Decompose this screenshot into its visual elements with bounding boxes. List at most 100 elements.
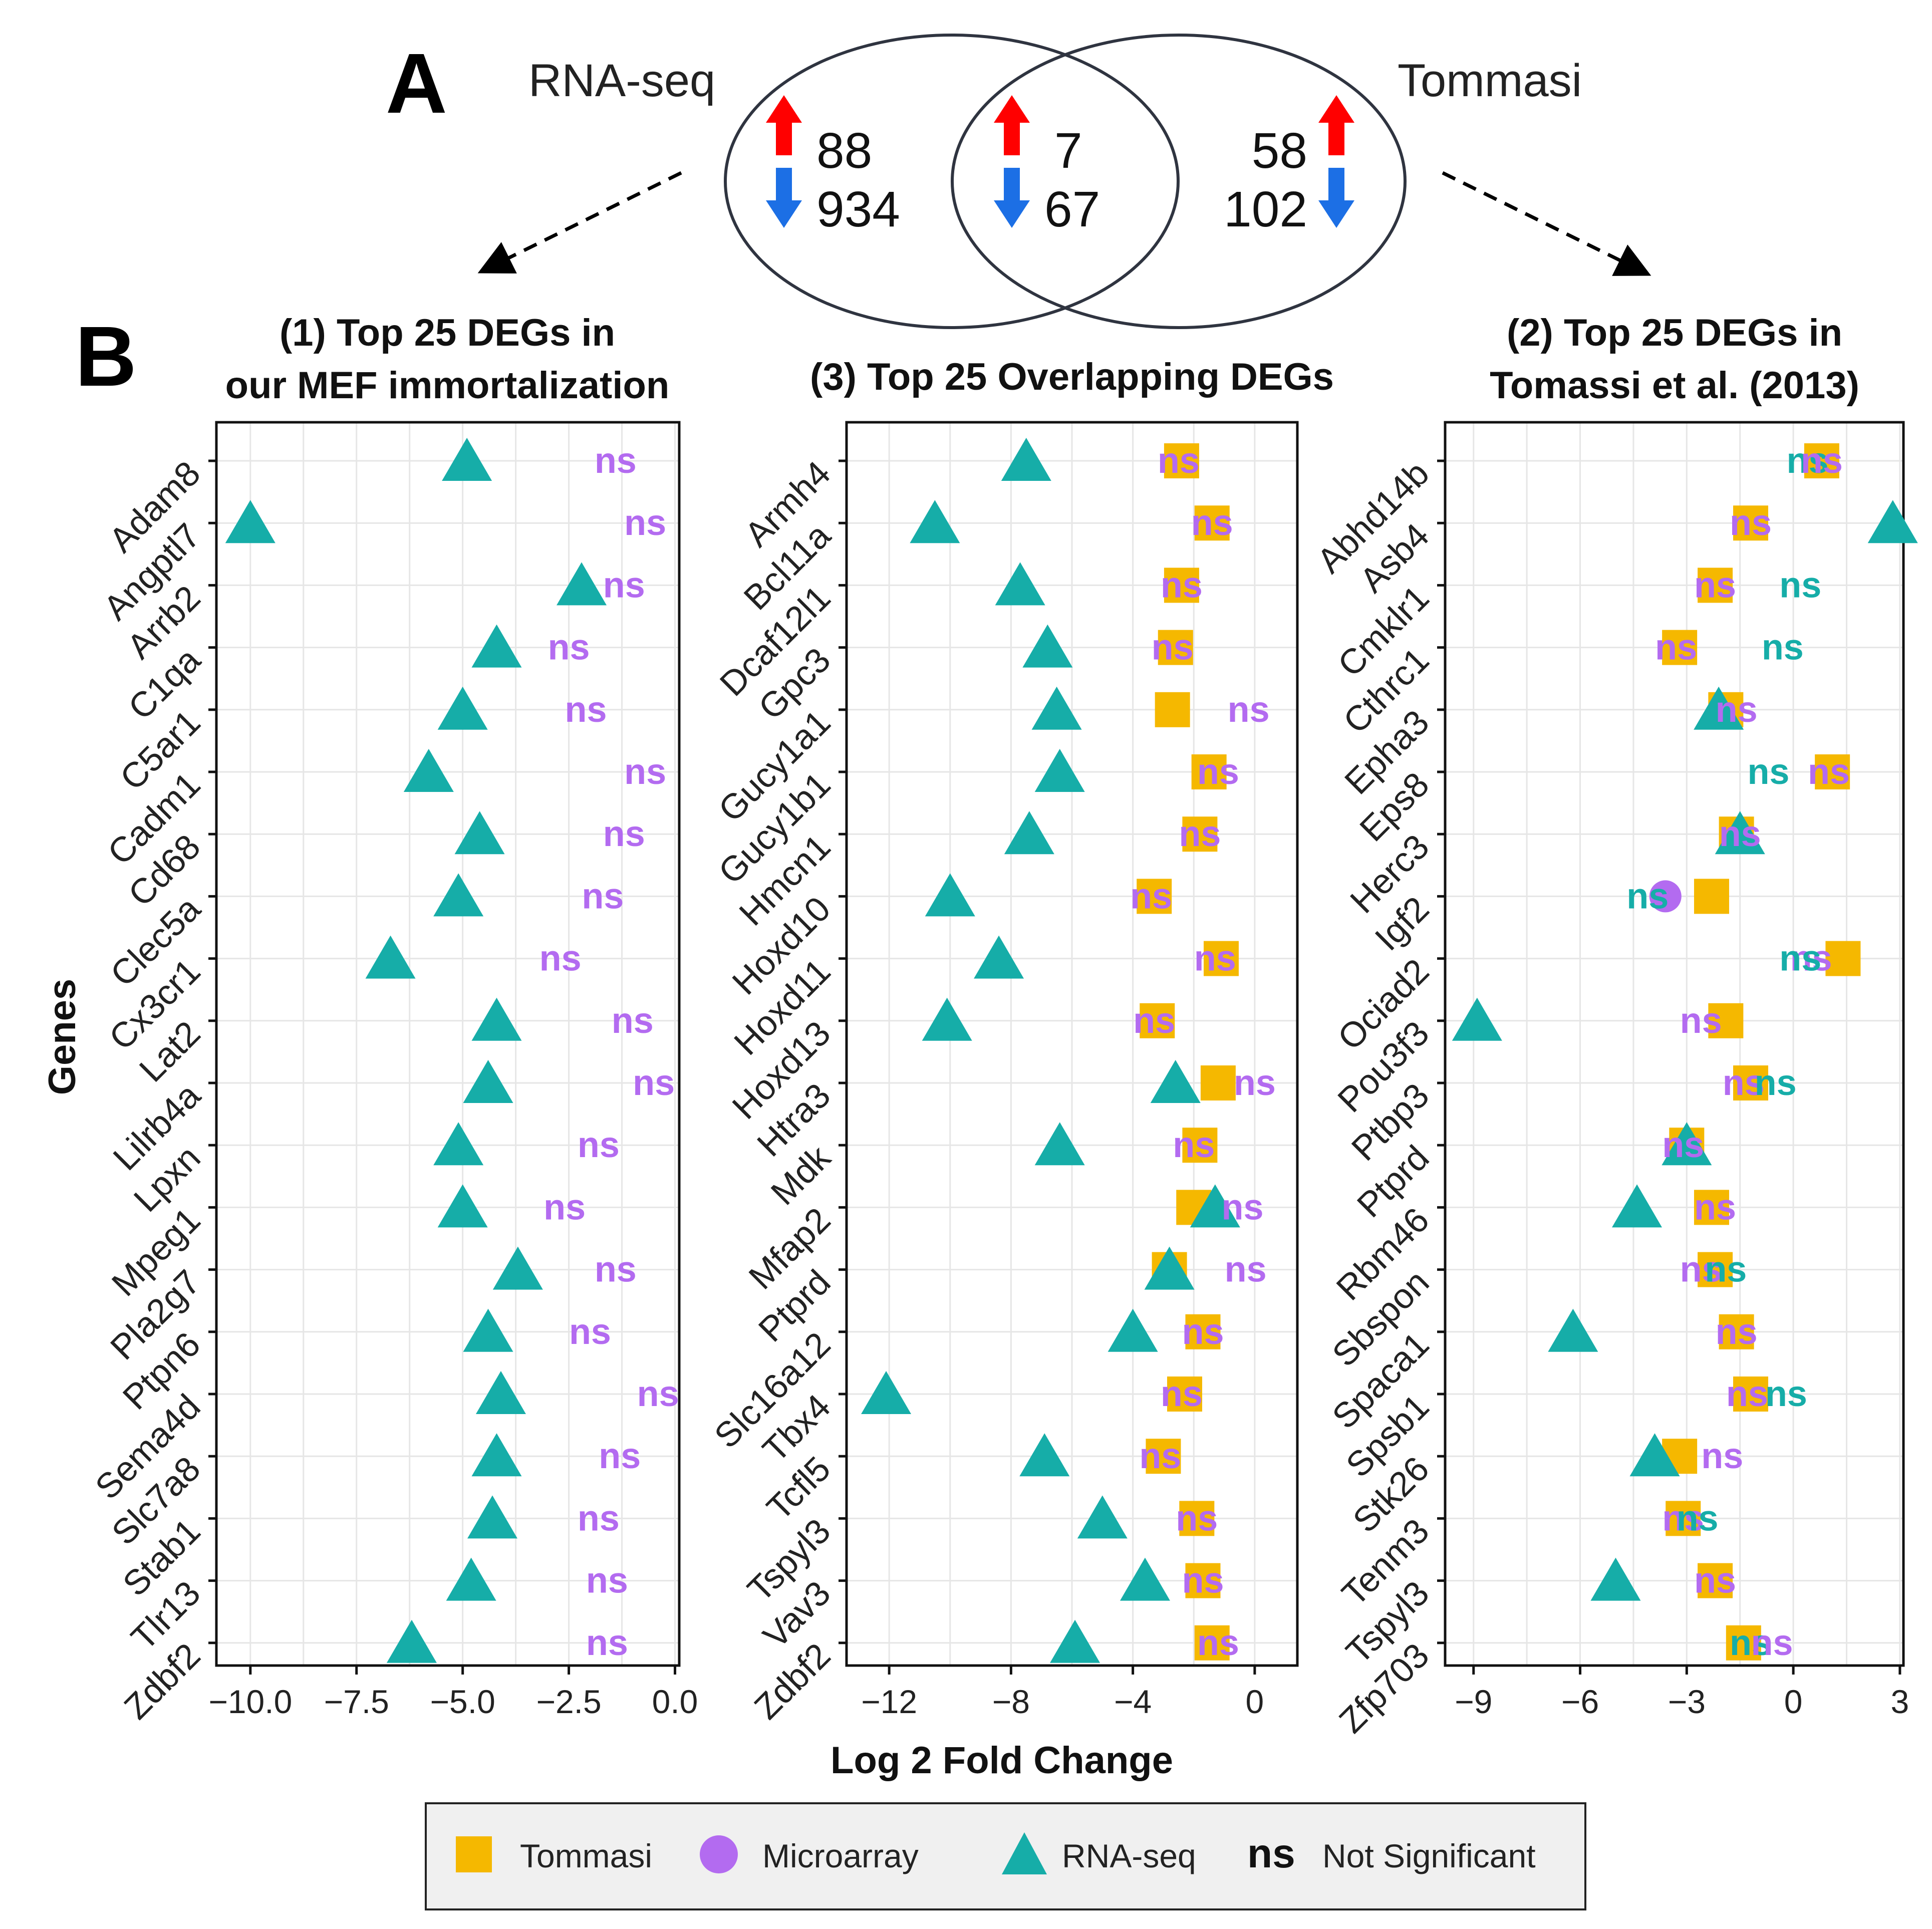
rnaseq-point [995, 562, 1045, 606]
rnaseq-point [1452, 997, 1502, 1041]
legend: Tommasi Microarray RNA-seq ns Not Signif… [425, 1802, 1586, 1910]
ns-label: ns [624, 503, 666, 543]
ns-label: ns [1801, 441, 1843, 481]
down-arrow-icon [1318, 168, 1354, 228]
rnaseq-point [1022, 624, 1073, 668]
rnaseq-point [1629, 1433, 1680, 1477]
ns-label: ns [624, 752, 666, 792]
ns-label: ns [539, 939, 582, 979]
chart-title-line1: (1) Top 25 DEGs in [280, 312, 615, 354]
gene-label: Zdbf2 [747, 1635, 838, 1727]
venn-right-down-count: 102 [1224, 181, 1307, 237]
tommasi-point [1719, 1314, 1754, 1349]
ns-label: ns [1779, 939, 1821, 979]
tommasi-point [1203, 941, 1239, 976]
rnaseq-point [471, 997, 522, 1041]
chart-title-line2: Tomassi et al. (2013) [1490, 364, 1859, 407]
tommasi-point [1158, 630, 1193, 665]
tommasi-point [1733, 1065, 1768, 1100]
ns-label: ns [578, 1498, 620, 1538]
ns-label: ns [603, 814, 645, 854]
ns-label: ns [1179, 814, 1221, 854]
ns-label: ns [1730, 1623, 1772, 1663]
rnaseq-point [861, 1371, 912, 1414]
chart-title-line1: (3) Top 25 Overlapping DEGs [810, 356, 1334, 398]
rnaseq-point [471, 624, 522, 668]
ns-label: ns [1677, 1498, 1719, 1538]
rnaseq-point [471, 1433, 522, 1477]
legend-rnaseq-label: RNA-seq [1062, 1837, 1196, 1874]
rnaseq-point [225, 500, 275, 543]
tommasi-point [1179, 1501, 1215, 1536]
rnaseq-point [454, 811, 505, 855]
ns-label: ns [1234, 1063, 1276, 1103]
ns-label: ns [1662, 1498, 1704, 1538]
ns-label: ns [1730, 503, 1772, 543]
rnaseq-point [1715, 811, 1765, 855]
tommasi-point [1708, 1003, 1744, 1038]
microarray-point [1649, 880, 1682, 913]
ns-label: ns [1765, 1374, 1807, 1414]
ns-label: ns [578, 1125, 620, 1165]
ns-label: ns [565, 690, 607, 730]
tommasi-point [1698, 568, 1733, 603]
ns-label: ns [1694, 1187, 1736, 1227]
chart-title-line2: our MEF immortalization [225, 364, 670, 407]
tommasi-point [1815, 754, 1850, 789]
tommasi-point [1662, 630, 1698, 665]
tommasi-point [1182, 1128, 1218, 1163]
venn-left-up-count: 88 [816, 123, 872, 179]
rnaseq-point [910, 500, 960, 543]
rnaseq-point [433, 873, 484, 917]
tommasi-point [1164, 568, 1199, 603]
legend-tommasi-square [456, 1836, 492, 1872]
x-tick-label: 0 [1246, 1683, 1264, 1720]
x-tick-label: −5.0 [430, 1683, 495, 1720]
ns-label: ns [582, 876, 624, 916]
ns-label: ns [1723, 1063, 1765, 1103]
ns-label: ns [1173, 1125, 1215, 1165]
ns-label: ns [1182, 1312, 1224, 1352]
tommasi-point [1200, 1065, 1236, 1100]
down-arrow-icon [766, 168, 802, 228]
ns-label: ns [1747, 752, 1789, 792]
ns-label: ns [612, 1001, 654, 1041]
ns-label: ns [1139, 1436, 1181, 1476]
ns-label: ns [595, 1250, 637, 1290]
ns-label: ns [1716, 1312, 1758, 1352]
rnaseq-point [437, 686, 488, 730]
ns-label: ns [1662, 1125, 1704, 1165]
x-tick-label: −6 [1561, 1683, 1599, 1720]
ns-label: ns [603, 565, 645, 605]
venn-center-up-count: 7 [1054, 123, 1082, 179]
venn-center-down-count: 67 [1044, 181, 1100, 237]
ns-label: ns [1680, 1250, 1722, 1290]
ns-label: ns [1222, 1187, 1264, 1227]
x-tick-label: −8 [992, 1683, 1030, 1720]
tommasi-point [1733, 505, 1768, 541]
rnaseq-point [437, 1184, 488, 1228]
gene-label: Tcfl5 [759, 1449, 838, 1528]
ns-label: ns [548, 628, 590, 668]
tommasi-point [1666, 1501, 1701, 1536]
venn-left-circle [724, 34, 1180, 329]
ns-label: ns [1786, 441, 1828, 481]
tommasi-point [1194, 1625, 1230, 1661]
rnaseq-point [446, 1557, 496, 1601]
tommasi-point [1185, 1563, 1221, 1598]
x-tick-label: 0.0 [652, 1683, 698, 1720]
x-tick-label: −10.0 [208, 1683, 292, 1720]
ns-label: ns [1694, 1561, 1736, 1601]
venn-diagram: RNA-seq Tommasi 88 934 7 67 58 102 [477, 34, 1651, 329]
dashed-arrow-left [477, 171, 682, 273]
ns-label: ns [1790, 939, 1832, 979]
ns-label: ns [1808, 752, 1850, 792]
ns-label: ns [1705, 1250, 1747, 1290]
ns-label: ns [1197, 1623, 1239, 1663]
rnaseq-point [557, 562, 607, 606]
tommasi-point [1167, 1376, 1202, 1412]
rnaseq-point [1001, 438, 1051, 481]
rnaseq-point [433, 1122, 484, 1166]
ns-label: ns [1716, 690, 1758, 730]
ns-label: ns [569, 1312, 611, 1352]
